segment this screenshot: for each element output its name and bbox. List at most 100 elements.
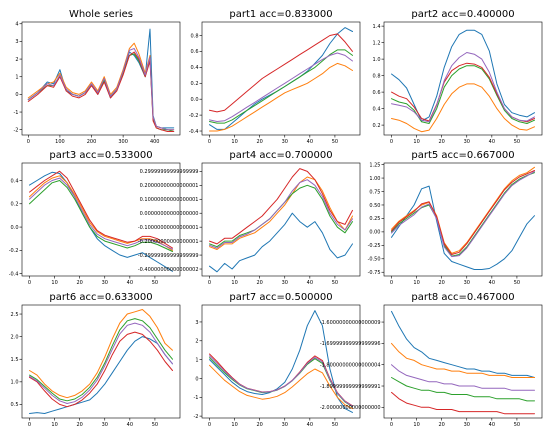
x-tick-label: 40 [307,139,313,145]
series-line-1 [391,83,535,133]
subplot-title: part6 acc=0.633000 [49,292,152,303]
series-line-4 [391,364,535,391]
x-tick-label: 50 [332,139,338,145]
x-tick-label: 10 [231,139,237,145]
y-tick-label: -0.4 [189,129,199,135]
series-line-4 [391,171,535,258]
y-tick-label: 1.5 [11,357,19,363]
x-tick-label: 30 [282,280,288,286]
y-tick-label: 0.20000000000000001 [140,183,199,189]
y-tick-label: -1 [14,110,19,116]
x-tick-label: 30 [102,422,108,428]
x-tick-label: 40 [489,139,495,145]
y-tick-label: -0.20000000000000001 [138,239,199,245]
subplot-5: part5 acc=0.667000 0 10 20 30 40 50 -0.75 -0.50 -… [368,150,543,286]
series-line-0 [27,28,175,129]
x-tick-label: 30 [464,139,470,145]
y-tick-label: 1.25 [369,162,380,168]
y-tick-label: -0.50 [368,257,381,263]
y-tick-label: -0.29999999999999999 [138,253,199,259]
x-tick-label: 20 [438,280,444,286]
y-tick-label: 0.75 [369,189,380,195]
subplot-title: Whole series [69,9,133,20]
series-line-0 [209,212,353,273]
x-tick-label: 10 [413,280,419,286]
x-tick-label: 20 [256,139,262,145]
series-line-0 [29,171,173,272]
series-line-4 [391,52,535,123]
axes-frame [383,162,543,277]
x-tick-label: 400 [150,139,160,145]
y-tick-label: -0.2 [189,113,199,119]
y-tick-label: -2 [194,414,199,420]
y-tick-label: -2.00000000000000000 [320,405,381,411]
series-line-3 [391,170,535,255]
x-tick-label: 10 [231,280,237,286]
y-tick-label: 0 [195,376,198,382]
axes-frame [201,304,361,419]
axes-frame [21,162,181,277]
subplot-title: part7 acc=0.500000 [229,292,332,303]
y-tick-label: 0.50 [369,203,380,209]
y-tick-label: -0.75 [368,270,381,276]
y-tick-label: -0.40000000000000002 [138,267,199,273]
series-line-1 [391,342,535,378]
series-line-2 [391,377,535,402]
y-tick-label: 0.6 [191,49,199,55]
x-tick-label: 20 [76,280,82,286]
y-tick-label: 3 [195,320,198,326]
series-line-0 [209,310,353,413]
series-line-3 [29,331,173,408]
series-line-2 [29,318,173,402]
y-tick-label: 0 [15,92,18,98]
y-tick-label: 0.8 [373,73,381,79]
series-line-4 [29,322,173,404]
y-tick-label: -2 [14,128,19,134]
x-tick-label: 0 [208,280,211,286]
y-tick-label: -1.60000000000000009 [320,320,381,326]
x-tick-label: 50 [332,422,338,428]
y-tick-label: -1 [194,395,199,401]
subplot-7: part7 acc=0.500000 0 10 20 30 40 50 -2 -1 0 1 2 3 [194,292,361,428]
x-tick-label: 10 [231,422,237,428]
y-tick-label: -0.2 [9,248,19,254]
series-line-0 [209,27,353,130]
series-line-3 [209,168,353,245]
axes-frame [201,21,361,136]
subplot-3: part3 acc=0.533000 0 10 20 30 40 50 -0.4 -0.2 0.0… [9,150,181,286]
x-tick-label: 0 [28,422,31,428]
x-tick-label: 20 [438,422,444,428]
series-line-4 [209,52,353,122]
y-tick-label: 0.2 [11,202,19,208]
x-tick-label: 0 [208,139,211,145]
x-tick-label: 0 [390,139,393,145]
x-tick-label: 50 [514,422,520,428]
series-line-4 [209,179,353,249]
x-tick-label: 20 [76,422,82,428]
x-tick-label: 0 [27,139,30,145]
x-tick-label: 10 [51,422,57,428]
y-tick-label: 0.2 [191,81,199,87]
y-tick-label: 0.10000000000000001 [140,197,199,203]
series-line-1 [209,364,353,410]
x-tick-label: 40 [489,422,495,428]
y-tick-label: 0.4 [11,178,19,184]
subplot-title: part3 acc=0.533000 [49,150,152,161]
y-tick-label: 2 [15,57,18,63]
y-tick-label: 0.25 [369,216,380,222]
x-tick-label: 10 [51,280,57,286]
subplot-1: part1 acc=0.833000 0 10 20 30 40 50 -0.4 -0.2 0.0… [189,9,361,145]
y-tick-label: -1.80000000000000004 [320,362,381,368]
x-tick-label: 20 [256,280,262,286]
y-tick-label: 0.00000000000000000 [140,211,199,217]
series-line-1 [29,175,173,251]
series-line-3 [209,33,353,113]
y-tick-label: -1.89999999999999991 [320,384,381,390]
subplot-title: part4 acc=0.700000 [229,150,332,161]
x-tick-label: 0 [390,280,393,286]
series-line-4 [29,177,173,250]
y-tick-label: 1 [15,75,18,81]
y-tick-label: -1.69999999999999996 [320,341,381,347]
